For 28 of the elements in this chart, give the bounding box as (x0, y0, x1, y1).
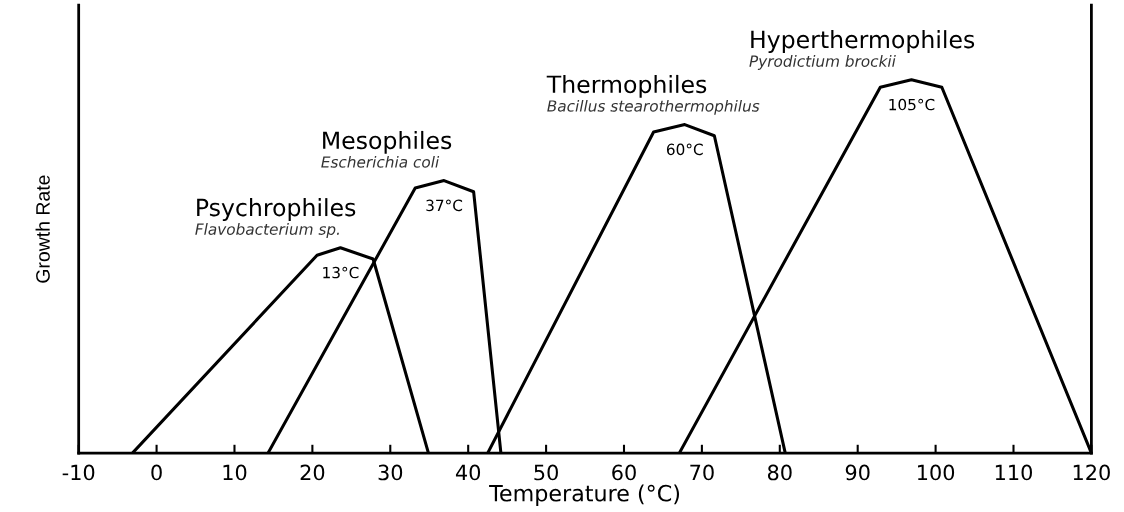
x-tick-label: 100 (918, 464, 955, 481)
annotation: Mesophiles (323, 130, 452, 154)
annotation: Bacillus stearothermophilus (547, 99, 760, 115)
text: Hyperthermophiles (751, 30, 975, 53)
x-tick-label: -10 (62, 464, 95, 481)
annotation: Escherichia coli (321, 155, 440, 168)
x-tick-label: 40 (455, 464, 481, 481)
x-tick-label: 50 (534, 464, 558, 481)
x-tick-label: 20 (300, 464, 325, 481)
annotation: 60°C (666, 143, 703, 156)
annotation: Thermophiles (546, 74, 707, 98)
x-tick-label: 60 (612, 464, 636, 481)
x-tick-label: 30 (378, 464, 403, 481)
x-tick-label: 120 (1073, 464, 1110, 481)
annotation: 37°C (426, 199, 463, 212)
y-axis-title: Growth Rate (35, 175, 50, 283)
x-tick-label: 110 (995, 464, 1032, 481)
x-tick-label: 70 (690, 464, 714, 481)
annotation: 105°C (889, 98, 935, 111)
x-tick-label: 0 (151, 464, 162, 481)
annotation: 13°C (323, 266, 359, 279)
annotation: Flavobacterium sp. (195, 223, 339, 238)
text: Pyrodictium brockii (749, 55, 896, 70)
x-tick-label: 10 (223, 464, 247, 481)
x-tick-label: 80 (767, 464, 792, 481)
x-tick-label: 90 (845, 464, 870, 481)
annotation: Psychrophiles (197, 198, 356, 221)
x-axis-title: Temperature (°C) (489, 484, 680, 506)
